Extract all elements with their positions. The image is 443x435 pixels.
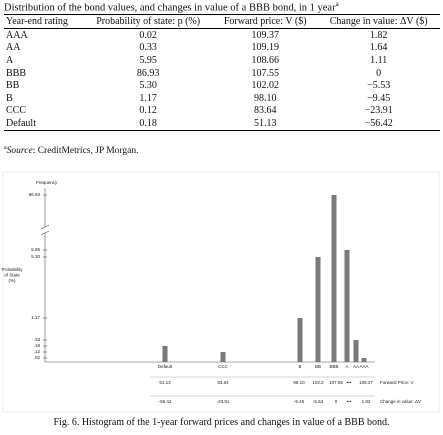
bar — [315, 257, 321, 362]
change-label: 0 — [335, 399, 338, 404]
y-tick-label: 86.93 — [29, 192, 41, 197]
price-label: 98.10 — [293, 380, 305, 385]
table-cell: 98.10 — [253, 92, 277, 104]
table-row: BBB 86.93 107.55 0 — [4, 67, 440, 80]
change-label: -56.42 — [159, 399, 172, 404]
table-row: AA 0.33 109.19 1.64 — [4, 42, 440, 55]
table-title: Distribution of the bond values, and cha… — [4, 0, 339, 14]
title-note: a — [335, 0, 339, 8]
table-cell: 109.19 — [251, 42, 279, 54]
table-cell: 109.37 — [251, 29, 279, 41]
table-row: BB 5.30 102.02 −5.53 — [4, 79, 440, 92]
table-cell: −23.91 — [364, 105, 393, 117]
table-cell: 1.82 — [369, 29, 388, 41]
x-tick-label: BB — [315, 364, 321, 369]
change-label: ••• — [347, 399, 352, 404]
column-header: Forward price: V ($) — [213, 14, 318, 29]
y-tick-label: 1.17 — [31, 315, 40, 320]
table-cell: 86.93 — [136, 67, 160, 79]
bar — [331, 195, 337, 362]
table-cell: A — [6, 54, 14, 66]
table-row: A 5.95 108.66 1.11 — [4, 54, 440, 67]
bar — [297, 318, 303, 362]
y-label: Probability of State (%) — [1, 267, 23, 283]
table: Year-end rating Probability of state: p (… — [4, 14, 440, 131]
table-cell: −56.42 — [317, 117, 440, 131]
table-cell: 5.95 — [139, 54, 157, 66]
table-cell: 0.12 — [139, 105, 157, 117]
footnote-marker: a — [4, 145, 7, 151]
table-row: B 1.17 98.10 −9.45 — [4, 92, 440, 105]
y-title: Frequency — [36, 180, 58, 185]
column-header: Probability of state: p (%) — [83, 14, 214, 29]
footnote-label: Source — [6, 146, 33, 157]
y-tick-label: .18 — [34, 343, 41, 348]
title-text: Distribution of the bond values, and cha… — [4, 2, 336, 14]
table-row: CCC 0.12 83.64 −23.91 — [4, 105, 440, 118]
bar — [344, 250, 350, 362]
table-cell: B — [6, 92, 13, 104]
table-cell: −5.53 — [367, 80, 391, 92]
column-header: Year-end rating — [4, 14, 84, 29]
change-label: -5.53 — [313, 399, 324, 404]
table-cell: Default — [4, 117, 84, 131]
x-tick-label: A — [345, 364, 348, 369]
bar — [220, 352, 226, 362]
table-cell: 107.55 — [251, 67, 279, 79]
table-row: AAA 0.02 109.37 1.82 — [4, 29, 440, 42]
bar — [353, 340, 359, 362]
column-header: Change in value: ΔV ($) — [317, 14, 440, 29]
change-axis-label: Change in value: ΔV — [380, 399, 421, 404]
table-cell: 0.02 — [139, 29, 157, 41]
price-label: 51.13 — [159, 380, 171, 385]
y-tick-label: .33 — [34, 337, 41, 342]
figure-caption: Fig. 6. Histogram of the 1-year forward … — [53, 417, 390, 428]
x-tick-label: AAA — [359, 364, 368, 369]
table-cell: −9.45 — [367, 92, 391, 104]
table-cell: BB — [6, 80, 20, 92]
table-cell: 0 — [376, 67, 382, 79]
price-label: ••• — [347, 380, 352, 385]
x-tick-label: Default — [158, 364, 173, 369]
table-cell: 1.17 — [139, 92, 157, 104]
table-cell: 51.13 — [213, 117, 318, 131]
bar — [162, 346, 168, 362]
x-tick-label: BBB — [329, 364, 338, 369]
table-cell: 0.18 — [83, 117, 214, 131]
x-tick-label: CCC — [218, 364, 228, 369]
table-cell: AA — [6, 42, 21, 54]
change-label: -9.45 — [294, 399, 305, 404]
price-axis-label: Forward Price: V — [380, 380, 414, 385]
table-cell: 5.30 — [139, 80, 157, 92]
table-cell: 102.02 — [251, 80, 279, 92]
table-row: Default 0.18 51.13 −56.42 — [4, 117, 440, 131]
change-label: -23.91 — [217, 399, 230, 404]
bar — [361, 358, 367, 362]
table-cell: 1.11 — [370, 54, 388, 66]
y-tick-label: 5.95 — [31, 247, 40, 252]
y-tick-label: .02 — [34, 355, 41, 360]
footnote-text: : CreditMetrics, JP Morgan. — [32, 146, 139, 157]
table-cell: 108.66 — [251, 54, 279, 66]
price-label: 109.37 — [359, 380, 373, 385]
table-cell: CCC — [6, 105, 27, 117]
table-cell: 0.33 — [139, 42, 157, 54]
footnote: aSource: CreditMetrics, JP Morgan. — [4, 145, 139, 156]
table-cell: 1.64 — [369, 42, 388, 54]
x-tick-label: AA — [353, 364, 359, 369]
table-cell: 83.64 — [253, 105, 277, 117]
price-label: 102.2 — [312, 380, 324, 385]
y-tick-label: .12 — [34, 349, 41, 354]
table-cell: AAA — [6, 29, 28, 41]
y-tick-label: 5.30 — [31, 254, 40, 259]
x-tick-label: B — [298, 364, 301, 369]
table-cell: BBB — [6, 67, 27, 79]
price-label: 83.64 — [217, 380, 229, 385]
price-label: 107.55 — [329, 380, 343, 385]
change-label: 1.82 — [362, 399, 371, 404]
